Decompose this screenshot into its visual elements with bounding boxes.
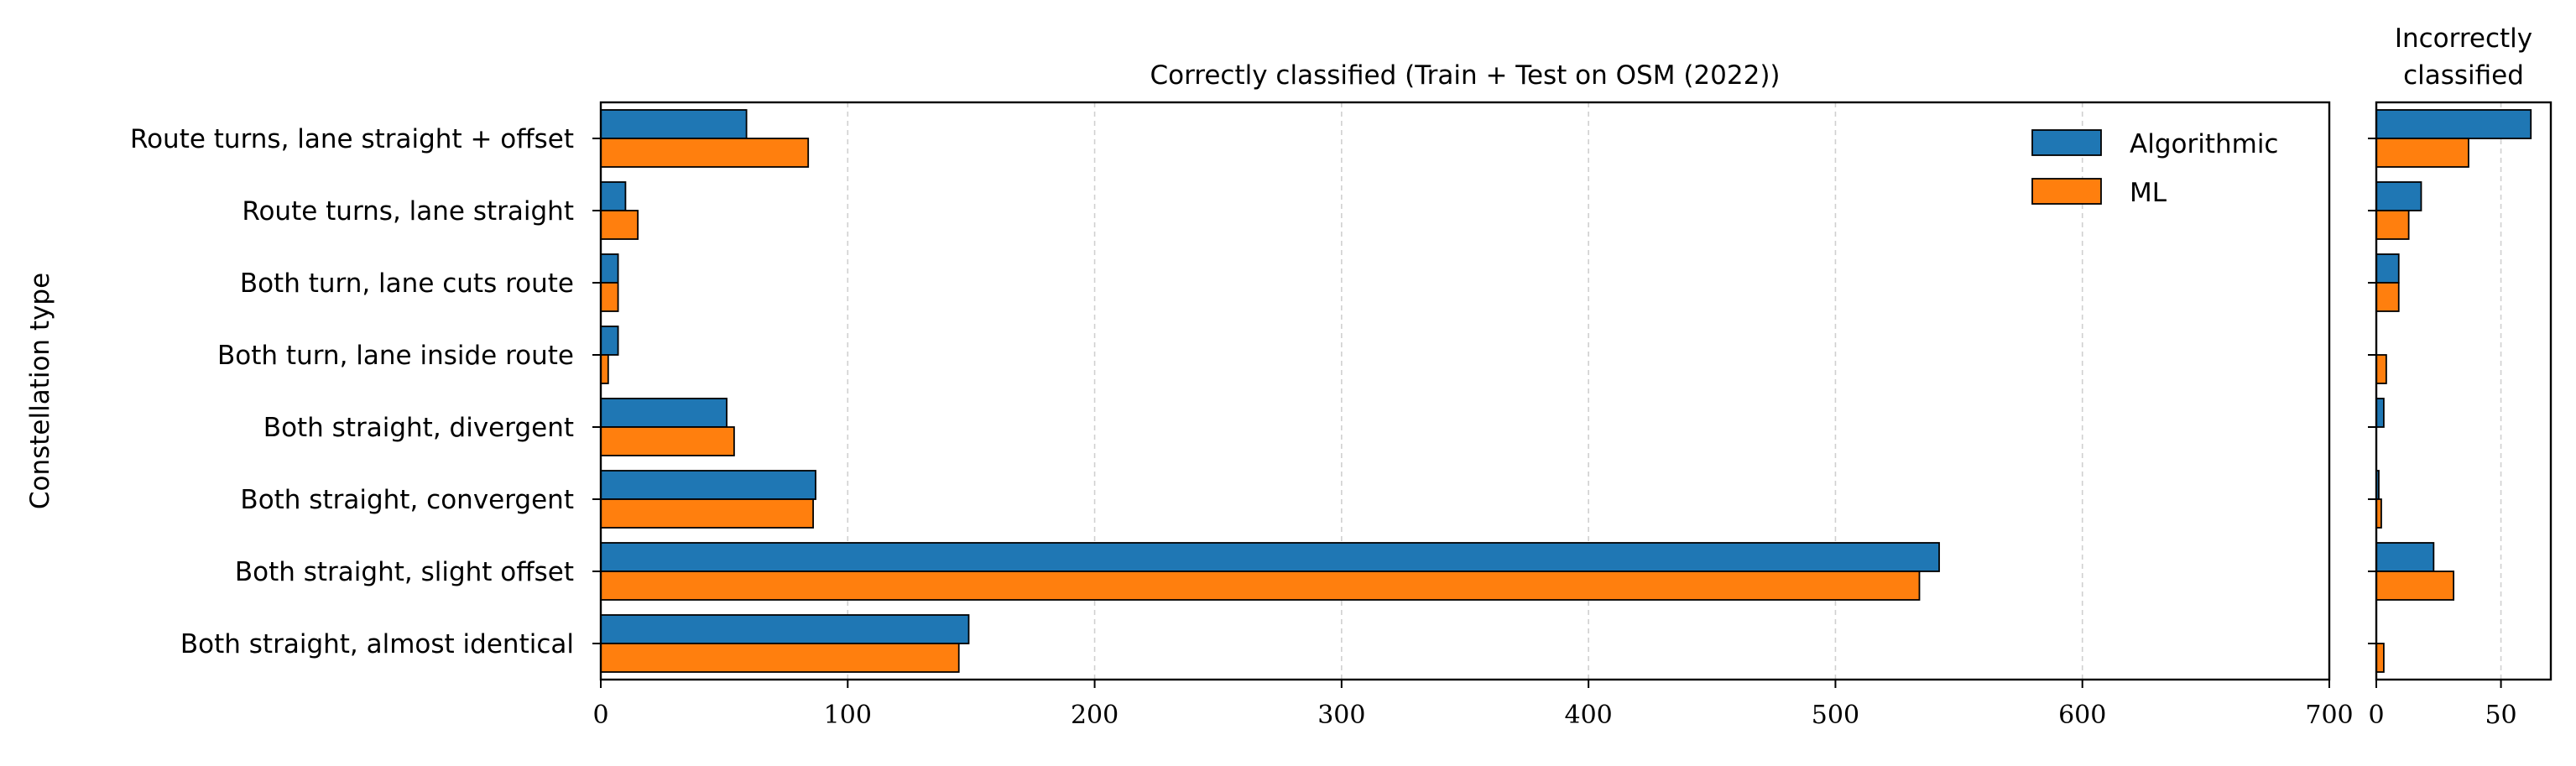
xtick-label-1-1: 50 — [2485, 701, 2516, 730]
bar-p1-algorithmic-0 — [2375, 109, 2532, 139]
bar-p0-algorithmic-4 — [600, 398, 727, 428]
legend-label-ml: ML — [2130, 178, 2167, 208]
bar-p1-ml-3 — [2375, 354, 2387, 384]
xtick-label-0-7: 700 — [2305, 701, 2353, 730]
axes-frame-1 — [2375, 101, 2553, 681]
bar-p0-ml-2 — [600, 282, 619, 312]
ytick-label-2: Both turn, lane cuts route — [240, 268, 574, 299]
ytick-label-7: Both straight, almost identical — [180, 629, 574, 659]
xtick-label-0-1: 100 — [824, 701, 872, 730]
chart-title-incorrect-line1: Incorrectly — [2395, 23, 2532, 54]
bar-p0-algorithmic-5 — [600, 470, 816, 500]
bar-p1-ml-7 — [2375, 643, 2385, 673]
ytick-label-6: Both straight, slight offset — [235, 557, 574, 587]
xtick-label-0-0: 0 — [592, 701, 608, 730]
ytick-label-4: Both straight, divergent — [263, 413, 574, 443]
bar-p1-ml-1 — [2375, 210, 2410, 240]
legend-swatch-ml — [2031, 178, 2102, 205]
chart-title-incorrect-line2: classified — [2403, 60, 2524, 91]
bar-p0-algorithmic-0 — [600, 109, 748, 139]
bar-p0-algorithmic-6 — [600, 542, 1940, 572]
bar-p0-ml-6 — [600, 571, 1921, 601]
ytick-label-5: Both straight, convergent — [240, 485, 574, 515]
xtick-label-0-6: 600 — [2058, 701, 2106, 730]
xtick-label-0-4: 400 — [1565, 701, 1613, 730]
bar-p0-ml-1 — [600, 210, 639, 240]
bar-p0-algorithmic-7 — [600, 614, 970, 644]
ytick-label-0: Route turns, lane straight + offset — [130, 124, 574, 154]
bar-p0-algorithmic-1 — [600, 181, 627, 211]
bar-p0-algorithmic-3 — [600, 326, 619, 356]
xtick-label-0-5: 500 — [1812, 701, 1859, 730]
bar-p1-algorithmic-1 — [2375, 181, 2422, 211]
bar-p0-ml-7 — [600, 643, 960, 673]
bar-p1-algorithmic-4 — [2375, 398, 2385, 428]
axes-frame-0 — [599, 101, 2331, 681]
legend-label-algorithmic: Algorithmic — [2130, 129, 2278, 159]
xtick-label-0-3: 300 — [1317, 701, 1365, 730]
bar-p1-algorithmic-6 — [2375, 542, 2435, 572]
xtick-label-0-2: 200 — [1071, 701, 1119, 730]
ytick-label-1: Route turns, lane straight — [242, 196, 574, 227]
chart-title-correct: Correctly classified (Train + Test on OS… — [1150, 60, 1780, 91]
xtick-label-1-0: 0 — [2368, 701, 2384, 730]
bar-p0-ml-4 — [600, 426, 735, 456]
legend-swatch-algorithmic — [2031, 129, 2102, 156]
bar-p0-ml-0 — [600, 138, 810, 168]
bar-p0-ml-3 — [600, 354, 609, 384]
bar-p0-algorithmic-2 — [600, 253, 619, 284]
ytick-label-3: Both turn, lane inside route — [217, 341, 574, 371]
bar-p1-algorithmic-2 — [2375, 253, 2400, 284]
bar-p0-ml-5 — [600, 498, 814, 529]
bar-p1-ml-2 — [2375, 282, 2400, 312]
bar-p1-ml-0 — [2375, 138, 2469, 168]
y-axis-label: Constellation type — [25, 273, 55, 509]
bar-p1-ml-6 — [2375, 571, 2455, 601]
